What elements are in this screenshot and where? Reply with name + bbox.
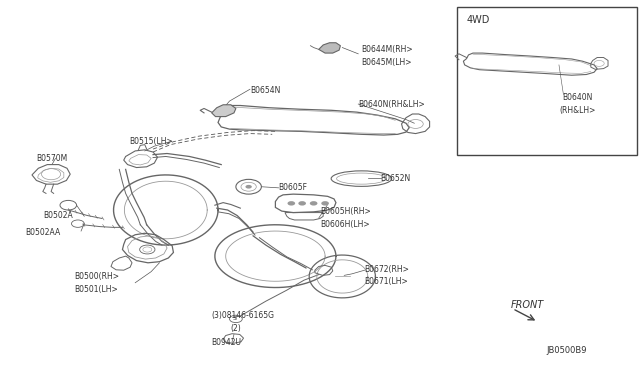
Text: (3)08146-6165G: (3)08146-6165G <box>212 311 275 320</box>
Text: B0942U: B0942U <box>212 339 242 347</box>
Text: B0502AA: B0502AA <box>26 228 61 237</box>
Text: B0640N: B0640N <box>562 93 593 102</box>
Text: B0606H(LH>: B0606H(LH> <box>320 220 370 229</box>
Circle shape <box>246 185 252 189</box>
Text: B0652N: B0652N <box>381 174 411 183</box>
Text: FRONT: FRONT <box>511 300 545 310</box>
Text: (RH&LH>: (RH&LH> <box>559 106 596 115</box>
Polygon shape <box>319 43 340 53</box>
Text: JB0500B9: JB0500B9 <box>546 346 587 355</box>
Text: B0672(RH>: B0672(RH> <box>365 264 410 273</box>
Text: B0570M: B0570M <box>36 154 68 163</box>
Text: B0605H(RH>: B0605H(RH> <box>320 207 371 217</box>
Circle shape <box>287 201 295 206</box>
Bar <box>457 7 637 155</box>
Text: (2): (2) <box>231 324 241 333</box>
Text: B0502A: B0502A <box>43 211 72 220</box>
Circle shape <box>298 201 306 206</box>
Text: 4WD: 4WD <box>467 15 490 25</box>
Text: B0515(LH>: B0515(LH> <box>129 137 173 146</box>
Text: B0654N: B0654N <box>250 86 280 94</box>
Text: B0500(RH>: B0500(RH> <box>75 272 120 281</box>
Polygon shape <box>212 105 236 116</box>
Text: B0644M(RH>: B0644M(RH> <box>362 45 413 54</box>
Text: B0501(LH>: B0501(LH> <box>75 285 118 294</box>
Text: 3: 3 <box>232 317 236 321</box>
Text: B0645M(LH>: B0645M(LH> <box>362 58 412 67</box>
Text: B0640N(RH&LH>: B0640N(RH&LH> <box>358 100 425 109</box>
Circle shape <box>310 201 317 206</box>
Text: B0605F: B0605F <box>278 183 308 192</box>
Text: B0671(LH>: B0671(LH> <box>365 278 408 286</box>
Circle shape <box>321 201 329 206</box>
